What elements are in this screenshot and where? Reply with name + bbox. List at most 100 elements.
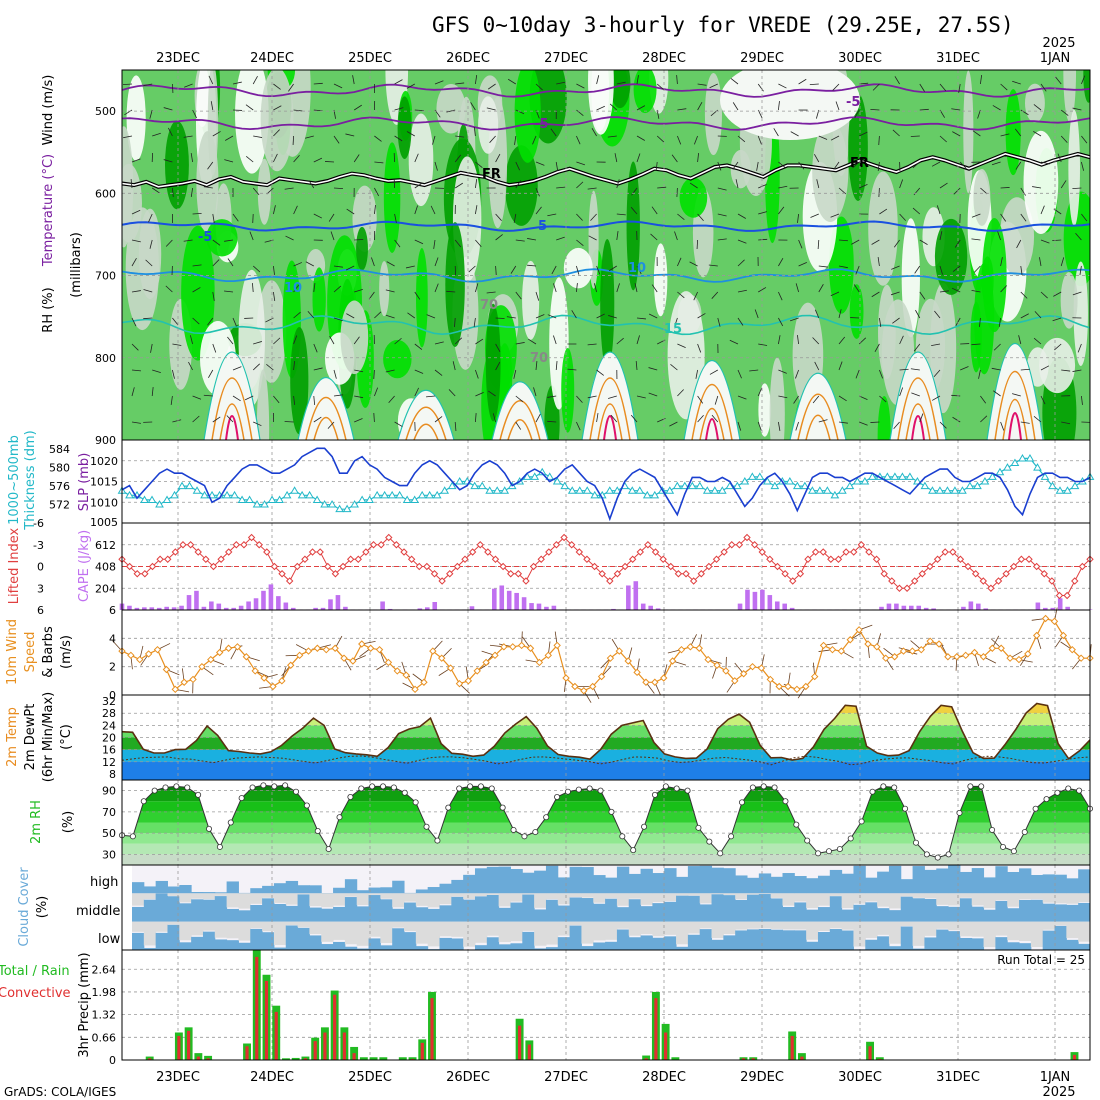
- lifted-index-marker: [499, 562, 507, 571]
- thickness-marker: [305, 490, 314, 499]
- rh-patch: [1023, 130, 1059, 234]
- cloud-cell: [652, 873, 665, 894]
- thickness-marker: [252, 500, 262, 508]
- wind-barb: [454, 337, 463, 345]
- rh-band: [122, 833, 1090, 844]
- wind-barb: [495, 153, 501, 163]
- wind-barb: [978, 369, 981, 379]
- wind10m-marker: [899, 647, 908, 655]
- wind10m-speed-line: [121, 617, 1090, 692]
- cape-bar: [983, 608, 989, 610]
- cloud-cell: [202, 892, 216, 894]
- wind10m-marker: [411, 685, 419, 694]
- cloud-cell-grey: [770, 921, 783, 929]
- thickness-marker: [672, 481, 682, 490]
- lifted-index-marker: [674, 570, 683, 578]
- wind10m-marker: [961, 651, 970, 660]
- cloud-cell-grey: [415, 893, 429, 906]
- wind10m-marker: [215, 648, 224, 657]
- wind-barb: [486, 291, 496, 294]
- wind-barb: [630, 206, 638, 215]
- wind10m-ylabel-a: 10m Wind: [5, 619, 20, 685]
- date-label-bottom: 25DEC: [348, 1070, 392, 1085]
- precip-convective-bar: [323, 1032, 327, 1060]
- thickness-marker: [545, 472, 555, 480]
- cloud-cell: [1030, 875, 1044, 894]
- wind-barb: [892, 317, 900, 324]
- wind-barb: [871, 291, 880, 298]
- wind-barb: [993, 390, 1001, 397]
- wind-barb: [293, 395, 296, 405]
- precip-total-bar: [379, 1057, 388, 1060]
- wind-barb: [1081, 75, 1086, 85]
- cloud-cell: [924, 869, 937, 894]
- rh-patch: [416, 248, 428, 348]
- lifted-index-marker: [491, 555, 500, 563]
- wind-barb: [711, 291, 719, 299]
- wind-barb: [374, 387, 379, 397]
- wind-barb: [576, 395, 583, 403]
- lifted-index-marker: [804, 555, 812, 563]
- wind10m-marker: [580, 687, 588, 695]
- wind-barb: [756, 161, 759, 171]
- wind-barb: [798, 239, 803, 249]
- rh-patch: [207, 70, 219, 176]
- cloud-cell-grey: [936, 893, 949, 905]
- wind-barb: [513, 369, 517, 379]
- lifted-tick: 6: [37, 604, 44, 617]
- cloud-cell-grey: [829, 893, 843, 896]
- wind10m-marker: [287, 661, 295, 669]
- lifted-index-marker: [1032, 562, 1041, 571]
- thickness-marker: [410, 495, 420, 503]
- wind-tick: 6: [109, 604, 116, 617]
- cloud-cell-grey: [758, 921, 772, 929]
- warm-contour-orange-inner: [313, 417, 339, 440]
- wind-barb: [838, 421, 848, 424]
- cloud-cell: [865, 902, 878, 922]
- wind-barb: [933, 369, 941, 378]
- lifted-index-marker: [461, 555, 469, 563]
- wind-barb: [591, 128, 597, 137]
- wind-barb: [535, 161, 545, 166]
- wind-barb: [636, 317, 646, 320]
- wind-barb: [553, 335, 557, 345]
- wind-barb: [514, 135, 517, 145]
- cloud-cell: [202, 899, 216, 922]
- wind-barb: [293, 205, 298, 215]
- cloud-cell-grey: [285, 921, 299, 926]
- cloud-cell: [191, 899, 204, 922]
- rh2m-marker: [173, 783, 180, 790]
- rh2m-marker: [706, 838, 713, 845]
- cloud-cell: [676, 895, 689, 922]
- cloud-cell: [368, 887, 381, 894]
- wind-barb: [708, 264, 718, 267]
- thickness-marker: [425, 490, 435, 499]
- lifted-index-marker: [872, 555, 881, 563]
- rh2m-marker: [858, 818, 865, 825]
- cloud-cell-grey: [1019, 893, 1032, 900]
- wind-barb: [386, 261, 395, 267]
- wind-barb: [208, 369, 214, 379]
- credit-text: GrADS: COLA/IGES: [4, 1085, 116, 1099]
- slp-tick-min: 1005: [90, 516, 118, 529]
- wind-barb: [991, 161, 1001, 166]
- cloud-cell: [699, 904, 713, 922]
- wind-barb: [454, 239, 462, 248]
- rh2m-marker: [271, 783, 278, 790]
- lifted-index-marker: [987, 584, 995, 592]
- wind-barb: [634, 283, 638, 293]
- thickness-marker: [898, 472, 907, 480]
- cloud-cell: [959, 937, 973, 950]
- cloud-cell-grey: [155, 921, 168, 932]
- cloud-cell-grey: [983, 893, 996, 909]
- cloud-cell-grey: [486, 893, 500, 895]
- wind-barb: [1081, 395, 1083, 405]
- wind-barb: [510, 265, 517, 274]
- wind-barb: [677, 135, 682, 145]
- wind-barb: [818, 135, 828, 140]
- lifted-tick: -3: [33, 539, 44, 552]
- cloud-cell-grey: [723, 893, 736, 895]
- wind-barb: [212, 213, 215, 223]
- cloud-cell: [640, 868, 653, 894]
- date-label-bottom: 30DEC: [838, 1070, 882, 1085]
